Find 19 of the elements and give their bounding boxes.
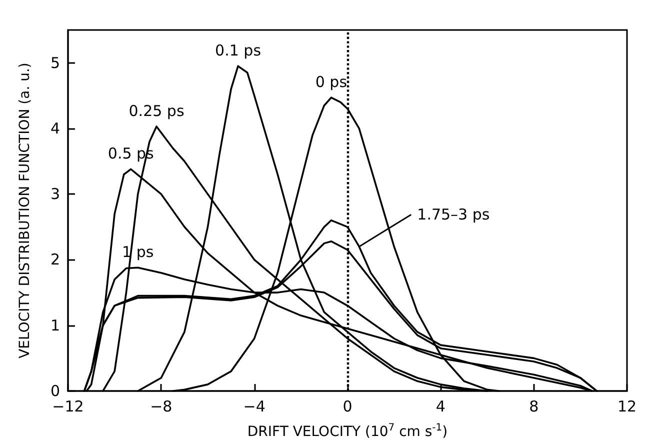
x-tick-label: 0 [342, 398, 352, 416]
y-tick-label: 2 [50, 250, 60, 269]
annotation: 0.1 ps [215, 42, 262, 60]
y-tick-label: 5 [50, 54, 60, 72]
x-tick-label: 8 [529, 398, 539, 416]
x-tick-label: 4 [436, 398, 446, 416]
y-tick-label: 0 [50, 382, 60, 400]
x-tick-label: −12 [52, 398, 84, 416]
x-tick-label: 12 [617, 398, 637, 416]
y-tick-label: 4 [50, 119, 60, 138]
annotation: 1.75–3 ps [417, 206, 490, 224]
annotation: 0 ps [315, 73, 348, 92]
annotation: 1 ps [122, 243, 154, 262]
x-tick-label: −8 [150, 398, 172, 416]
x-tick-label: −4 [243, 398, 266, 416]
annotation: 0.25 ps [128, 102, 184, 120]
y-axis-title: VELOCITY DISTRIBUTION FUNCTION (a. u.) [17, 62, 33, 358]
y-tick-label: 3 [50, 185, 60, 204]
y-tick-label: 1 [50, 316, 60, 334]
